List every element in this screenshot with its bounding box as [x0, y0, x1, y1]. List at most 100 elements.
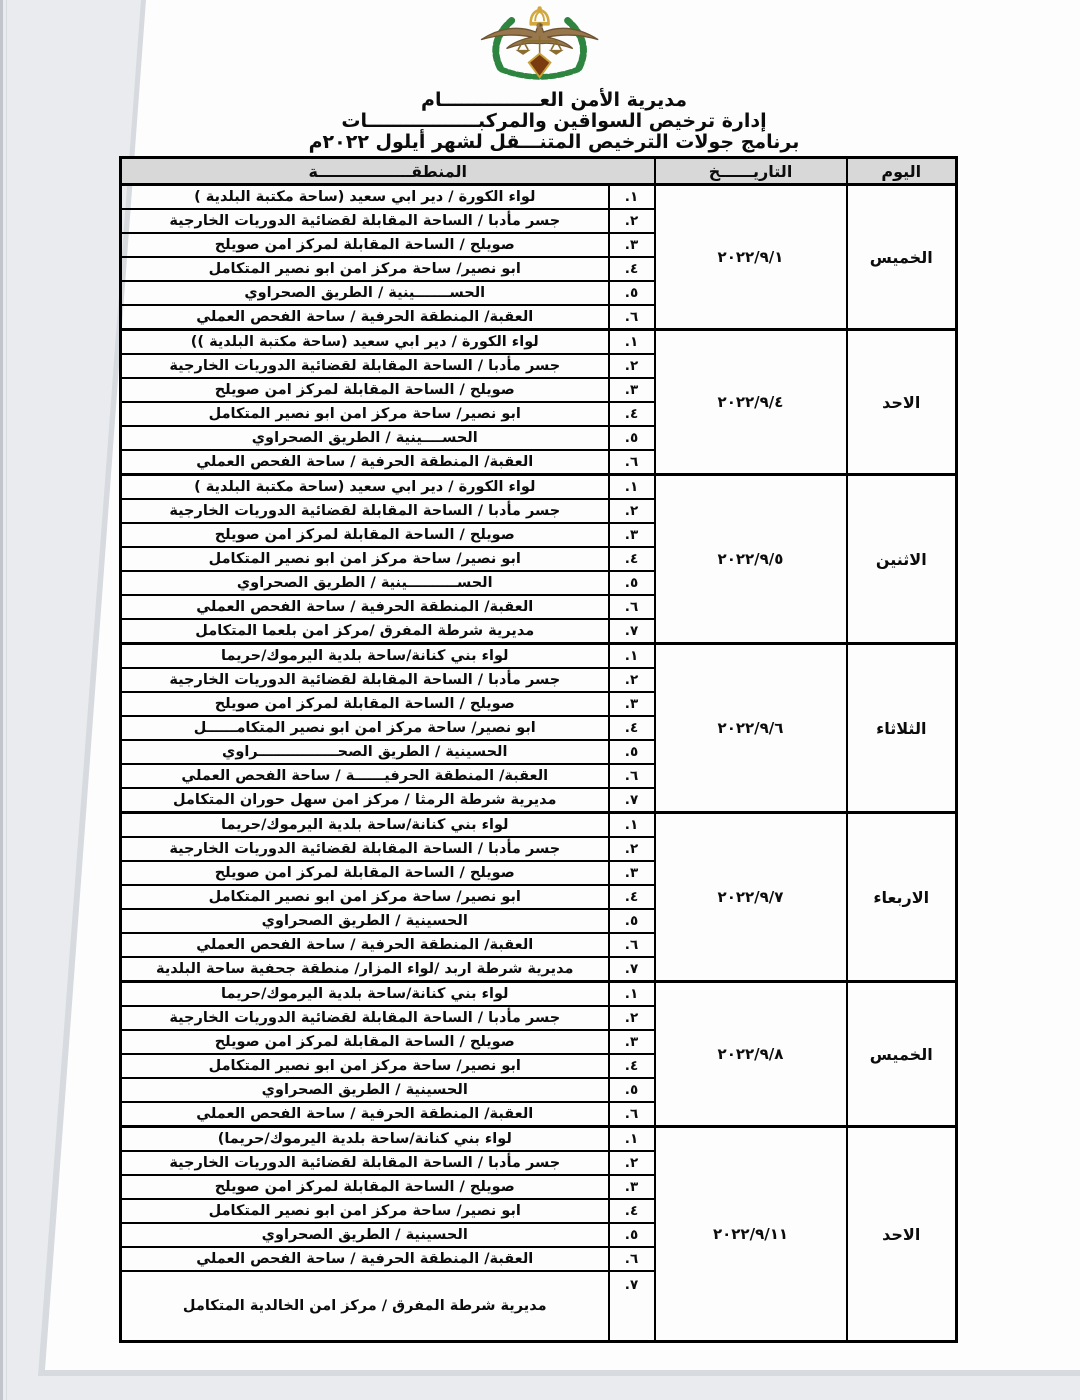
row-number-cell: ٥. [607, 908, 656, 934]
table-row: ٤. ابو نصير/ ساحة مركز امن ابو نصير المتك… [119, 884, 957, 910]
row-number-cell: ٣. [607, 691, 656, 717]
row-number-cell: ٣. [607, 377, 656, 403]
shield-icon [527, 52, 553, 79]
row-number-cell: ٤. [607, 715, 656, 741]
row-number-cell: ٢. [607, 1150, 656, 1176]
table-row: ٧. مديرية شرطة الرمثا / مركز امن سهل حورا… [119, 787, 957, 814]
table-row: ٥. الحســـــــينية / الطريق الصحراوي [119, 280, 957, 306]
row-number-cell: ٣. [607, 1029, 656, 1055]
area-cell: لواء الكورة / دير ابي سعيد (ساحة مكتبة ا… [119, 183, 610, 210]
table-row: الاثنين ٢٠٢٢/٩/٥ ١. لواء الكورة / دير ابي س… [119, 473, 958, 645]
table-row: ٦. العقبة/ المنطقة الحرفيــــــة / ساحة ا… [119, 763, 957, 789]
table-row: الاحد ٢٠٢٢/٩/١١ ١. لواء بني كنانة/ساحة بلدي… [119, 1125, 958, 1343]
column-header-area: المنطقـــــــــــــــــة [119, 156, 656, 186]
area-cell: صويلح / الساحة المقابلة لمركز امن صويلح [119, 232, 610, 258]
row-number-cell: ٤. [607, 256, 656, 282]
area-cell: ابو نصير/ ساحة مركز امن ابو نصير المتكام… [119, 1198, 610, 1224]
area-cell: جسر مأدبا / الساحة المقابلة لقضائية الدو… [119, 1005, 610, 1031]
area-cell: جسر مأدبا / الساحة المقابلة لقضائية الدو… [119, 836, 610, 862]
org-name-line2: إدارة ترخيص السواقين والمركبــــــــــــ… [341, 110, 767, 132]
area-cell: صويلح / الساحة المقابلة لمركز امن صويلح [119, 860, 610, 886]
table-row: ٤. ابو نصير/ ساحة مركز امن ابو نصير المتك… [119, 1198, 957, 1224]
date-cell: ٢٠٢٢/٩/٤ [653, 328, 848, 476]
table-row: ٢. جسر مأدبا / الساحة المقابلة لقضائية ال… [119, 498, 957, 524]
row-number-cell: ٦. [607, 304, 656, 331]
table-row: ٥. الحسينية / الطريق الصحراوي [119, 1077, 957, 1103]
row-number-cell: ١. [607, 1125, 656, 1152]
table-row: الاحد ٢٠٢٢/٩/٤ ١. لواء الكورة / دير ابي سعي… [119, 328, 958, 476]
day-cell: الخميس [845, 980, 958, 1128]
row-number-cell: ٥. [607, 739, 656, 765]
area-cell: ابو نصير/ ساحة مركز امن ابو نصير المتكام… [119, 546, 610, 572]
row-number-cell: ٦. [607, 1101, 656, 1128]
date-cell: ٢٠٢٢/٩/٧ [653, 811, 848, 983]
row-number-cell: ٢. [607, 498, 656, 524]
table-row: الاربعاء ٢٠٢٢/٩/٧ ١. لواء بني كنانة/ساحة بل… [119, 811, 958, 983]
row-number-cell: ٤. [607, 1198, 656, 1224]
area-cell: العقبة/ المنطقة الحرفية / ساحة الفحص الع… [119, 594, 610, 620]
table-row: ٢. جسر مأدبا / الساحة المقابلة لقضائية ال… [119, 208, 957, 234]
schedule-table: اليوم التاريــــــخ المنطقــــــــــــــ… [119, 156, 958, 1343]
date-cell: ٢٠٢٢/٩/١ [653, 183, 848, 331]
row-number-cell: ٥. [607, 425, 656, 451]
area-cell: العقبة/ المنطقة الحرفيــــــة / ساحة الف… [119, 763, 610, 789]
area-cell: الحســـــــينية / الطريق الصحراوي [119, 280, 610, 306]
row-number-cell: ١. [607, 811, 656, 838]
table-row: ٣. صويلح / الساحة المقابلة لمركز امن صويل… [119, 377, 957, 403]
table-row: ٤. ابو نصير/ ساحة مركز امن ابو نصير المتك… [119, 546, 957, 572]
table-row: ٦. العقبة/ المنطقة الحرفية / ساحة الفحص ا… [119, 1246, 957, 1272]
date-cell: ٢٠٢٢/٩/١١ [653, 1125, 848, 1343]
date-cell: ٢٠٢٢/٩/٦ [653, 642, 848, 814]
table-row: ٥. الحسينية / الطريق الصحــــــــــــــــ… [119, 739, 957, 765]
area-cell: ابو نصير/ ساحة مركز امن ابو نصير المتكام… [119, 256, 610, 282]
area-cell: الحسينية / الطريق الصحراوي [119, 908, 610, 934]
row-number-cell: ٧. [607, 956, 656, 983]
area-cell: مديرية شرطة اربد /لواء المزار/ منطقة جحف… [119, 956, 610, 983]
table-row: ٧. مديرية شرطة المفرق /مركز امن بلعما الم… [119, 618, 957, 645]
row-number-cell: ٢. [607, 667, 656, 693]
document-content: مديرية الأمن العـــــــــــــــام إدارة … [119, 4, 958, 1343]
row-number-cell: ٣. [607, 1174, 656, 1200]
table-row: ٣. صويلح / الساحة المقابلة لمركز امن صويل… [119, 232, 957, 258]
row-number-cell: ٥. [607, 280, 656, 306]
day-cell: الاحد [845, 328, 958, 476]
row-number-cell: ٣. [607, 232, 656, 258]
table-row: ٢. جسر مأدبا / الساحة المقابلة لقضائية ال… [119, 836, 957, 862]
table-row: ٢. جسر مأدبا / الساحة المقابلة لقضائية ال… [119, 1005, 957, 1031]
area-cell: العقبة/ المنطقة الحرفية / ساحة الفحص الع… [119, 449, 610, 476]
area-cell: صويلح / الساحة المقابلة لمركز امن صويلح [119, 377, 610, 403]
row-number-cell: ٦. [607, 594, 656, 620]
scales-icon [515, 35, 565, 58]
table-row: الخميس ٢٠٢٢/٩/١ ١. لواء الكورة / دير ابي سع… [119, 183, 958, 331]
row-number-cell: ٣. [607, 522, 656, 548]
scan-left-edge [0, 0, 3, 1400]
scan-left-edge-inner [6, 0, 7, 1400]
table-row: ٥. الحسينية / الطريق الصحراوي [119, 1222, 957, 1248]
area-cell: صويلح / الساحة المقابلة لمركز امن صويلح [119, 691, 610, 717]
row-number-cell: ٤. [607, 884, 656, 910]
day-cell: الخميس [845, 183, 958, 331]
row-number-cell: ٧. [607, 787, 656, 814]
table-row: ٣. صويلح / الساحة المقابلة لمركز امن صويل… [119, 860, 957, 886]
area-cell: لواء بني كنانة/ساحة بلدية اليرموك/حريما [119, 980, 610, 1007]
public-security-emblem-icon [481, 6, 599, 80]
row-number-cell: ١. [607, 183, 656, 210]
area-cell: الحســــينية / الطريق الصحراوي [119, 425, 610, 451]
area-cell: الحسينية / الطريق الصحــــــــــــــــرا… [119, 739, 610, 765]
area-cell: مديرية شرطة الرمثا / مركز امن سهل حوران … [119, 787, 610, 814]
table-row: ٧. مديرية شرطة المفرق / مركز امن الخالدية… [119, 1270, 957, 1343]
area-cell: صويلح / الساحة المقابلة لمركز امن صويلح [119, 1029, 610, 1055]
table-row: ٦. العقبة/ المنطقة الحرفية / ساحة الفحص ا… [119, 932, 957, 958]
column-header-day: اليوم [845, 156, 958, 186]
area-cell: صويلح / الساحة المقابلة لمركز امن صويلح [119, 1174, 610, 1200]
row-number-cell: ٥. [607, 1222, 656, 1248]
area-cell: جسر مأدبا / الساحة المقابلة لقضائية الدو… [119, 208, 610, 234]
header-row: اليوم التاريــــــخ المنطقــــــــــــــ… [119, 156, 958, 186]
area-cell: ابو نصير/ ساحة مركز امن ابو نصير المتكام… [119, 715, 610, 741]
area-cell: جسر مأدبا / الساحة المقابلة لقضائية الدو… [119, 667, 610, 693]
area-cell: ابو نصير/ ساحة مركز امن ابو نصير المتكام… [119, 1053, 610, 1079]
schedule-tbody: الخميس ٢٠٢٢/٩/١ ١. لواء الكورة / دير ابي سع… [119, 183, 958, 1343]
area-cell: جسر مأدبا / الساحة المقابلة لقضائية الدو… [119, 1150, 610, 1176]
area-cell: لواء الكورة / دير ابي سعيد (ساحة مكتبة ا… [119, 473, 610, 500]
table-row: ٥. الحســــــــــينية / الطريق الصحراوي [119, 570, 957, 596]
